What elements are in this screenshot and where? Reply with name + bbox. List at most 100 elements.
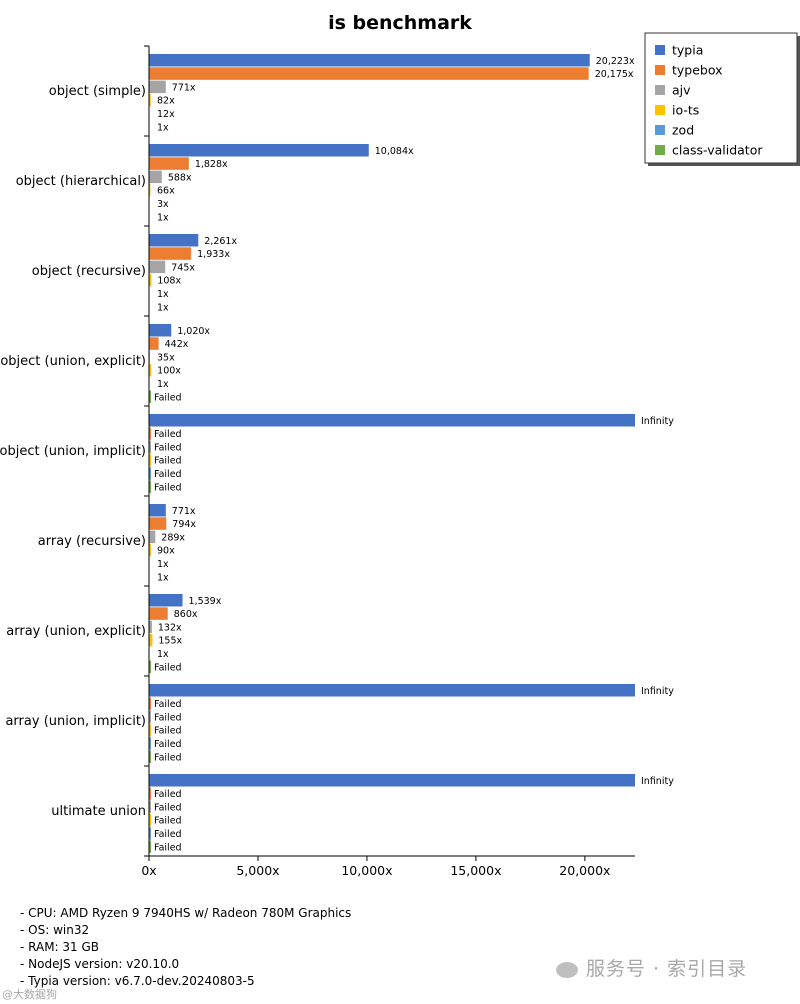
value-label-io-ts: Failed <box>154 726 182 737</box>
category-label: array (union, implicit) <box>5 714 146 729</box>
watermark: 服务号 · 索引目录 <box>556 954 747 981</box>
category-label: object (hierarchical) <box>16 174 146 189</box>
value-label-typebox: Failed <box>154 789 182 800</box>
bar-typebox <box>149 157 189 170</box>
value-label-io-ts: 66x <box>157 186 175 197</box>
value-label-io-ts: 90x <box>157 546 175 557</box>
value-label-ajv: 132x <box>158 622 182 633</box>
bar-class-validator <box>149 480 151 493</box>
legend-label-typebox: typebox <box>672 63 723 78</box>
legend-label-class-validator: class-validator <box>672 143 763 158</box>
category-label: object (union, implicit) <box>0 444 146 459</box>
value-label-typebox: 442x <box>165 339 189 350</box>
value-label-typia: 10,084x <box>375 146 414 157</box>
bar-typebox <box>149 517 167 530</box>
bar-typia <box>149 594 183 607</box>
bar-io-ts <box>149 273 152 287</box>
value-label-class-validator: 1x <box>157 122 169 133</box>
value-label-io-ts: Failed <box>154 456 182 467</box>
category-group: 771x 794x 289x 90x 1x 1x <box>149 504 196 583</box>
bar-io-ts <box>149 93 151 107</box>
category-group: Infinity Failed Failed Failed Failed Failed <box>149 414 674 493</box>
value-label-ajv: 289x <box>161 532 185 543</box>
legend-swatch-typebox <box>655 65 665 75</box>
bar-ajv <box>149 260 166 274</box>
watermark-text: 服务号 · 索引目录 <box>586 958 748 980</box>
bar-zod <box>149 827 151 840</box>
bar-ajv <box>149 440 151 454</box>
value-label-class-validator: Failed <box>154 662 182 673</box>
value-label-zod: 1x <box>157 649 169 660</box>
bar-typia <box>149 144 369 157</box>
legend-swatch-zod <box>655 125 665 135</box>
value-label-typebox: Failed <box>154 429 182 440</box>
value-label-class-validator: Failed <box>154 392 182 403</box>
bar-typia <box>149 774 635 787</box>
value-label-zod: Failed <box>154 739 182 750</box>
value-label-typia: 1,539x <box>189 596 222 607</box>
value-label-class-validator: Failed <box>154 482 182 493</box>
value-label-typia: 1,020x <box>177 326 210 337</box>
spec-ram: - RAM: 31 GB <box>20 940 100 954</box>
bar-ajv <box>149 170 162 184</box>
category-label: object (simple) <box>49 84 146 99</box>
bar-class-validator <box>149 750 151 763</box>
value-label-typebox: 1,933x <box>197 249 230 260</box>
bar-typebox <box>149 697 151 710</box>
value-label-ajv: Failed <box>154 442 182 453</box>
legend-box <box>644 32 798 164</box>
bar-typia <box>149 414 635 427</box>
value-label-class-validator: Failed <box>154 842 182 853</box>
bar-class-validator <box>149 840 151 853</box>
value-label-io-ts: 100x <box>157 366 181 377</box>
bar-typia <box>149 504 166 517</box>
legend-swatch-ajv <box>655 85 665 95</box>
value-label-ajv: 35x <box>157 352 175 363</box>
value-label-io-ts: 155x <box>158 636 182 647</box>
value-label-zod: 12x <box>157 109 175 120</box>
value-label-ajv: Failed <box>154 712 182 723</box>
value-label-typebox: 794x <box>172 519 196 530</box>
value-label-typia: 771x <box>172 506 196 517</box>
value-label-zod: Failed <box>154 829 182 840</box>
value-label-typebox: 20,175x <box>595 69 634 80</box>
bar-typebox <box>149 337 159 350</box>
environment-specs: - CPU: AMD Ryzen 9 7940HS w/ Radeon 780M… <box>20 905 351 990</box>
legend-swatch-class-validator <box>655 145 665 155</box>
bar-ajv <box>149 620 152 634</box>
bar-io-ts <box>149 723 151 737</box>
value-label-class-validator: Failed <box>154 752 182 763</box>
x-tick-label: 15,000x <box>450 863 501 878</box>
bar-io-ts <box>149 633 153 647</box>
value-label-typebox: Failed <box>154 699 182 710</box>
category-group: 20,223x 20,175x 771x 82x 12x 1x <box>149 54 635 133</box>
value-label-io-ts: 108x <box>157 276 181 287</box>
x-tick-label: 5,000x <box>236 863 279 878</box>
value-label-typia: Infinity <box>641 416 674 427</box>
bar-io-ts <box>149 813 151 827</box>
category-group: 1,020x 442x 35x 100x 1x Failed <box>149 324 210 403</box>
value-label-typebox: 860x <box>174 609 198 620</box>
bar-typebox <box>149 247 192 260</box>
legend-swatch-io-ts <box>655 105 665 115</box>
x-tick-label: 10,000x <box>341 863 392 878</box>
bar-typebox <box>149 67 589 80</box>
value-label-class-validator: 1x <box>157 302 169 313</box>
category-label: object (recursive) <box>32 264 146 279</box>
value-label-typebox: 1,828x <box>195 159 228 170</box>
value-label-io-ts: 82x <box>157 96 175 107</box>
legend-label-io-ts: io-ts <box>672 103 699 118</box>
value-label-zod: Failed <box>154 469 182 480</box>
legend-swatch-typia <box>655 45 665 55</box>
value-label-class-validator: 1x <box>157 572 169 583</box>
spec-cpu: - CPU: AMD Ryzen 9 7940HS w/ Radeon 780M… <box>20 906 352 920</box>
value-label-ajv: 745x <box>171 262 195 273</box>
category-group: 1,539x 860x 132x 155x 1x Failed <box>149 594 222 673</box>
bar-ajv <box>149 800 151 814</box>
category-label: object (union, explicit) <box>0 354 146 369</box>
value-label-class-validator: 1x <box>157 212 169 223</box>
bar-io-ts <box>149 453 151 467</box>
bar-zod <box>149 467 151 480</box>
